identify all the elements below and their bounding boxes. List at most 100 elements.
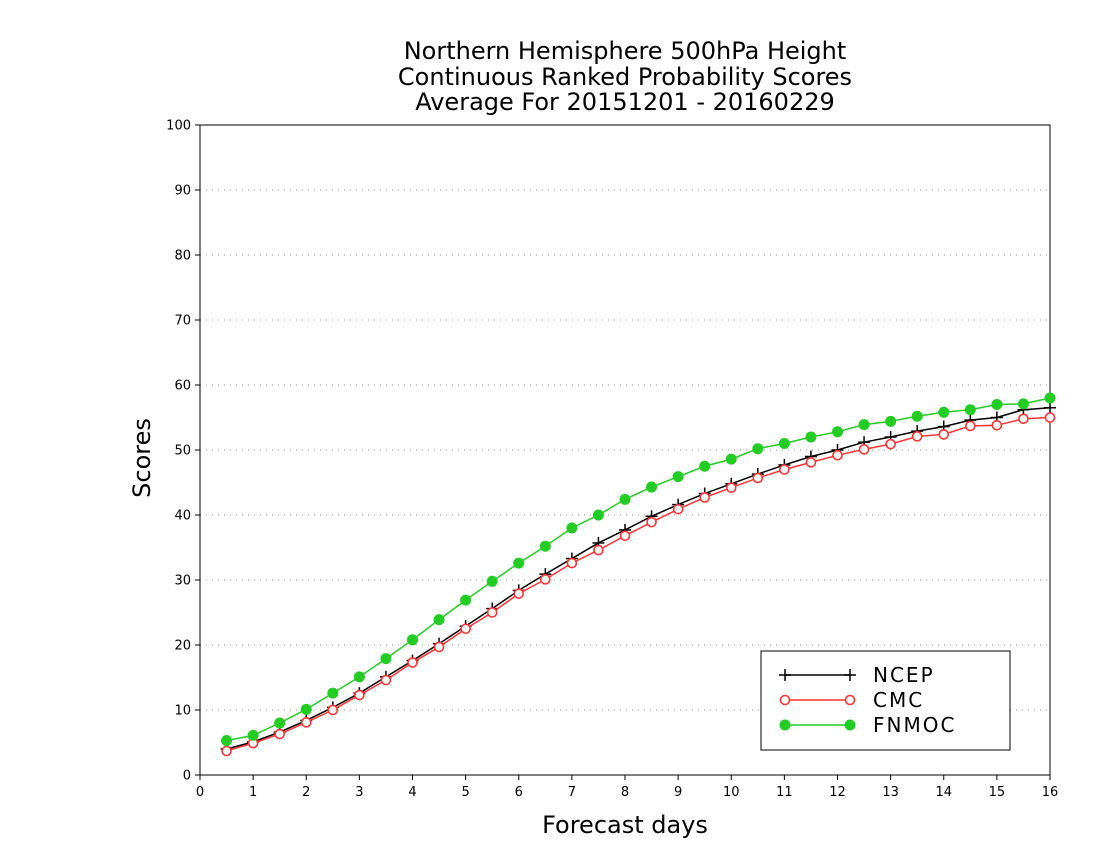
- data-point-fnmoc: [672, 471, 684, 483]
- data-point-fnmoc: [832, 426, 843, 438]
- data-point-cmc: [938, 429, 950, 440]
- title-line-1: Northern Hemisphere 500hPa Height: [404, 37, 847, 65]
- y-tick-label: 40: [174, 509, 191, 524]
- data-point-fnmoc: [778, 438, 790, 449]
- data-point-fnmoc: [300, 703, 312, 715]
- y-tick-label: 50: [174, 444, 191, 459]
- series-layer: [220, 392, 1056, 757]
- data-point-cmc: [965, 420, 976, 432]
- legend-marker: [779, 719, 791, 731]
- data-point-cmc: [407, 657, 418, 668]
- data-point-ncep: [1044, 401, 1056, 414]
- legend-marker: [779, 669, 791, 681]
- data-point-cmc: [354, 689, 365, 701]
- x-tick-label: 10: [723, 785, 740, 800]
- y-tick-label: 70: [174, 314, 191, 329]
- data-point-cmc: [327, 704, 339, 716]
- data-point-cmc: [832, 449, 843, 461]
- data-point-cmc: [991, 419, 1003, 431]
- data-point-cmc: [911, 431, 923, 442]
- data-point-cmc: [619, 530, 631, 542]
- y-tick-label: 30: [174, 574, 191, 589]
- data-point-cmc: [221, 745, 232, 757]
- legend-marker: [844, 669, 856, 681]
- x-tick-label: 16: [1042, 785, 1059, 800]
- data-point-cmc: [486, 607, 498, 618]
- data-point-fnmoc: [247, 729, 259, 741]
- data-point-fnmoc: [1017, 398, 1029, 410]
- x-tick-label: 12: [829, 785, 846, 800]
- legend-entry-ncep: NCEP: [779, 663, 933, 687]
- series-line-ncep: [226, 407, 1051, 750]
- y-tick-label: 100: [166, 119, 191, 134]
- data-point-fnmoc: [858, 419, 870, 431]
- y-tick-label: 80: [174, 249, 191, 264]
- legend-label: FNMOC: [873, 713, 956, 737]
- data-point-cmc: [699, 492, 710, 503]
- data-point-fnmoc: [699, 460, 711, 472]
- x-axis-title: Forecast days: [542, 811, 708, 839]
- data-point-cmc: [566, 557, 578, 569]
- data-point-cmc: [885, 438, 896, 450]
- data-point-fnmoc: [885, 415, 897, 427]
- data-point-cmc: [1018, 413, 1029, 425]
- y-tick-label: 60: [174, 379, 191, 394]
- title-line-3: Average For 20151201 - 20160229: [415, 88, 835, 116]
- data-point-fnmoc: [380, 653, 392, 665]
- x-tick-label: 3: [355, 785, 363, 800]
- data-point-cmc: [540, 574, 551, 585]
- data-point-fnmoc: [752, 443, 764, 455]
- data-point-cmc: [380, 674, 392, 686]
- legend-entry-fnmoc: FNMOC: [779, 713, 956, 737]
- data-point-fnmoc: [486, 575, 498, 587]
- x-tick-label: 1: [249, 785, 257, 800]
- data-point-fnmoc: [805, 431, 817, 443]
- data-point-cmc: [779, 464, 790, 475]
- x-tick-label: 14: [935, 785, 952, 800]
- x-tick-label: 7: [568, 785, 576, 800]
- x-tick-label: 5: [461, 785, 469, 800]
- legend-marker: [844, 719, 856, 731]
- chart-title: Northern Hemisphere 500hPa Height Contin…: [398, 37, 852, 116]
- data-point-fnmoc: [911, 410, 923, 422]
- data-point-fnmoc: [619, 493, 631, 505]
- legend-label: CMC: [873, 688, 924, 712]
- data-point-fnmoc: [646, 481, 658, 493]
- data-point-fnmoc: [221, 735, 233, 747]
- y-tick-label: 90: [174, 184, 191, 199]
- data-point-cmc: [433, 641, 445, 653]
- legend-marker: [779, 694, 791, 706]
- data-point-fnmoc: [1044, 392, 1056, 404]
- y-tick-label: 10: [174, 704, 191, 719]
- title-line-2: Continuous Ranked Probability Scores: [398, 63, 852, 91]
- data-point-fnmoc: [725, 453, 737, 465]
- legend-entry-cmc: CMC: [779, 688, 924, 712]
- x-tick-label: 13: [882, 785, 899, 800]
- legend-marker: [844, 694, 856, 706]
- x-tick-label: 9: [674, 785, 682, 800]
- data-point-cmc: [672, 503, 684, 515]
- data-point-cmc: [274, 728, 285, 740]
- x-tick-label: 2: [302, 785, 310, 800]
- data-point-fnmoc: [433, 614, 445, 626]
- data-point-cmc: [593, 544, 604, 556]
- data-point-fnmoc: [353, 671, 365, 683]
- y-axis-ticks: 0 10 20 30 40 50 60 70 80 90 100: [166, 119, 200, 784]
- y-tick-label: 20: [174, 639, 191, 654]
- data-point-fnmoc: [938, 406, 950, 418]
- x-tick-label: 11: [776, 785, 793, 800]
- data-point-fnmoc: [539, 540, 551, 552]
- data-point-cmc: [752, 472, 764, 484]
- y-axis-title: Scores: [128, 418, 156, 498]
- series-cmc: [221, 412, 1056, 757]
- data-point-cmc: [460, 623, 471, 635]
- y-tick-label: 0: [183, 769, 191, 784]
- data-point-cmc: [725, 482, 737, 494]
- series-fnmoc: [221, 392, 1056, 747]
- x-tick-label: 8: [621, 785, 629, 800]
- data-point-fnmoc: [327, 687, 339, 699]
- x-axis-ticks: 0 1 2 3 4 5 6 7 8 9 10 11 12 13 14 15 16: [196, 775, 1058, 800]
